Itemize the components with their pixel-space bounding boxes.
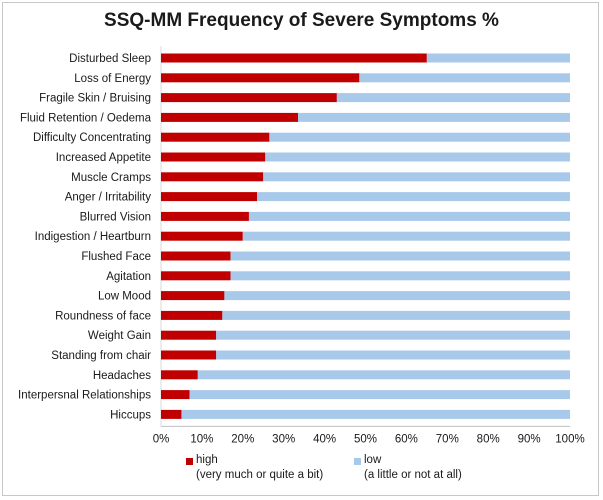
x-tick-label: 80% [477, 433, 500, 445]
category-label: Roundness of face [55, 310, 151, 322]
category-label: Flushed Face [81, 251, 151, 263]
bar-high [161, 152, 266, 162]
category-label: Low Mood [98, 291, 151, 303]
category-label: Fluid Retention / Oedema [20, 112, 152, 124]
category-label: Agitation [106, 271, 151, 283]
category-label: Standing from chair [51, 350, 151, 362]
category-label: Weight Gain [88, 330, 151, 342]
bar-low [426, 53, 570, 63]
bar-low [263, 172, 570, 182]
x-tick-label: 90% [518, 433, 541, 445]
category-label: Loss of Energy [74, 73, 151, 85]
bar-high [161, 211, 249, 221]
bar-high [161, 390, 190, 400]
category-label: Increased Appetite [56, 152, 151, 164]
x-tick-label: 40% [313, 433, 336, 445]
category-label: Indigestion / Heartburn [35, 231, 151, 243]
bar-low [189, 390, 570, 400]
bar-low [359, 73, 570, 83]
bar-low [181, 409, 570, 419]
bar-low [230, 251, 570, 261]
bar-high [161, 271, 231, 281]
x-tick-label: 60% [395, 433, 418, 445]
bar-high [161, 132, 270, 142]
bar-high [161, 73, 360, 83]
bar-high [161, 409, 182, 419]
category-label: Muscle Cramps [71, 172, 151, 184]
bar-high [161, 172, 264, 182]
bar-high [161, 93, 337, 103]
x-tick-label: 70% [436, 433, 459, 445]
bar-high [161, 291, 225, 301]
bar-low [248, 211, 570, 221]
bar-low [224, 291, 570, 301]
bar-low [336, 93, 570, 103]
bar-high [161, 53, 427, 63]
category-label: Blurred Vision [80, 211, 151, 223]
bar-high [161, 251, 231, 261]
bar-low [242, 231, 571, 241]
bar-low [269, 132, 570, 142]
category-label: Headaches [93, 370, 151, 382]
bar-low [197, 370, 570, 380]
bar-high [161, 310, 223, 320]
x-tick-label: 100% [555, 433, 584, 445]
legend-label-low: low (a little or not at all) [364, 454, 462, 481]
bar-low [265, 152, 570, 162]
category-label: Disturbed Sleep [69, 53, 151, 65]
bar-low [257, 192, 570, 202]
bar-high [161, 192, 258, 202]
bar-high [161, 350, 217, 360]
bar-low [216, 330, 570, 340]
bar-low [298, 112, 570, 122]
category-label: Fragile Skin / Bruising [39, 93, 151, 105]
x-tick-label: 10% [190, 433, 213, 445]
x-tick-label: 50% [354, 433, 377, 445]
category-label: Anger / Irritability [65, 192, 152, 204]
legend-label-high: high (very much or quite a bit) [196, 454, 324, 481]
x-tick-label: 30% [272, 433, 295, 445]
bar-low [222, 310, 570, 320]
legend-swatch-low [354, 458, 361, 465]
category-label: Hiccups [110, 409, 151, 421]
bar-low [230, 271, 570, 281]
x-tick-label: 0% [153, 433, 170, 445]
x-tick-label: 20% [231, 433, 254, 445]
bar-high [161, 330, 217, 340]
bar-low [216, 350, 570, 360]
legend-swatch-high [186, 458, 193, 465]
category-label: Difficulty Concentrating [33, 132, 151, 144]
bar-high [161, 112, 299, 122]
bar-high [161, 370, 198, 380]
chart-title: SSQ-MM Frequency of Severe Symptoms % [104, 10, 499, 31]
category-label: Interpersnal Relationships [18, 390, 151, 402]
bar-high [161, 231, 243, 241]
